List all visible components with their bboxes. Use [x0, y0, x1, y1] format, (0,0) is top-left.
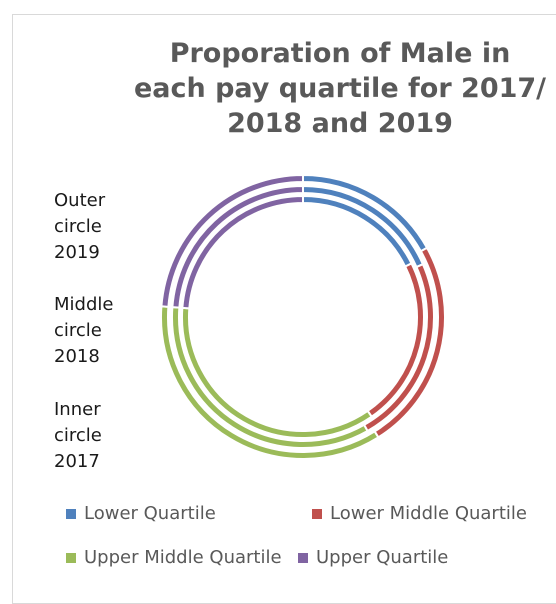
outer-circle-note: Outer circle 2019 [54, 188, 144, 266]
legend-swatch-lower-middle-quartile [312, 508, 322, 519]
legend-item-upper-quartile: Upper Quartile [298, 547, 448, 568]
inner-circle-note-line-1: Inner [54, 399, 101, 420]
chart-legend: Lower Quartile Lower Middle Quartile Upp… [66, 500, 556, 580]
outer-circle-note-line-2: circle [54, 216, 102, 237]
legend-swatch-upper-middle-quartile [66, 552, 76, 563]
inner-ring-upper-quartile-slice [181, 194, 304, 310]
inner-circle-note-line-3: 2017 [54, 451, 100, 472]
legend-label-upper-quartile: Upper Quartile [316, 547, 449, 568]
middle-circle-note: Middle circle 2018 [54, 292, 144, 370]
doughnut-chart [160, 173, 446, 460]
legend-item-upper-middle-quartile: Upper Middle Quartile [66, 547, 282, 568]
inner-circle-note-line-2: circle [54, 425, 102, 446]
doughnut-rings [160, 173, 446, 460]
inner-circle-note: Inner circle 2017 [54, 397, 144, 475]
chart-title-line-1: Proporation of Male in [169, 38, 511, 69]
chart-title-line-3: 2018 and 2019 [227, 108, 453, 139]
outer-circle-note-line-1: Outer [54, 190, 106, 211]
legend-swatch-lower-quartile [66, 508, 76, 519]
outer-ring-upper-quartile-slice [160, 173, 304, 308]
chart-title: Proporation of Male in each pay quartile… [0, 36, 556, 141]
legend-item-lower-middle-quartile: Lower Middle Quartile [312, 503, 527, 524]
middle-circle-note-line-2: circle [54, 320, 102, 341]
legend-label-upper-middle-quartile: Upper Middle Quartile [84, 547, 282, 568]
outer-circle-note-line-3: 2019 [54, 242, 100, 263]
middle-circle-note-line-3: 2018 [54, 346, 100, 367]
legend-swatch-upper-quartile [298, 552, 308, 563]
legend-label-lower-middle-quartile: Lower Middle Quartile [330, 503, 527, 524]
legend-label-lower-quartile: Lower Quartile [84, 503, 216, 524]
middle-ring-upper-quartile-slice [171, 184, 304, 309]
chart-title-line-2: each pay quartile for 2017/ [133, 73, 547, 104]
middle-circle-note-line-1: Middle [54, 294, 114, 315]
chart-frame [12, 14, 556, 604]
legend-item-lower-quartile: Lower Quartile [66, 503, 216, 524]
